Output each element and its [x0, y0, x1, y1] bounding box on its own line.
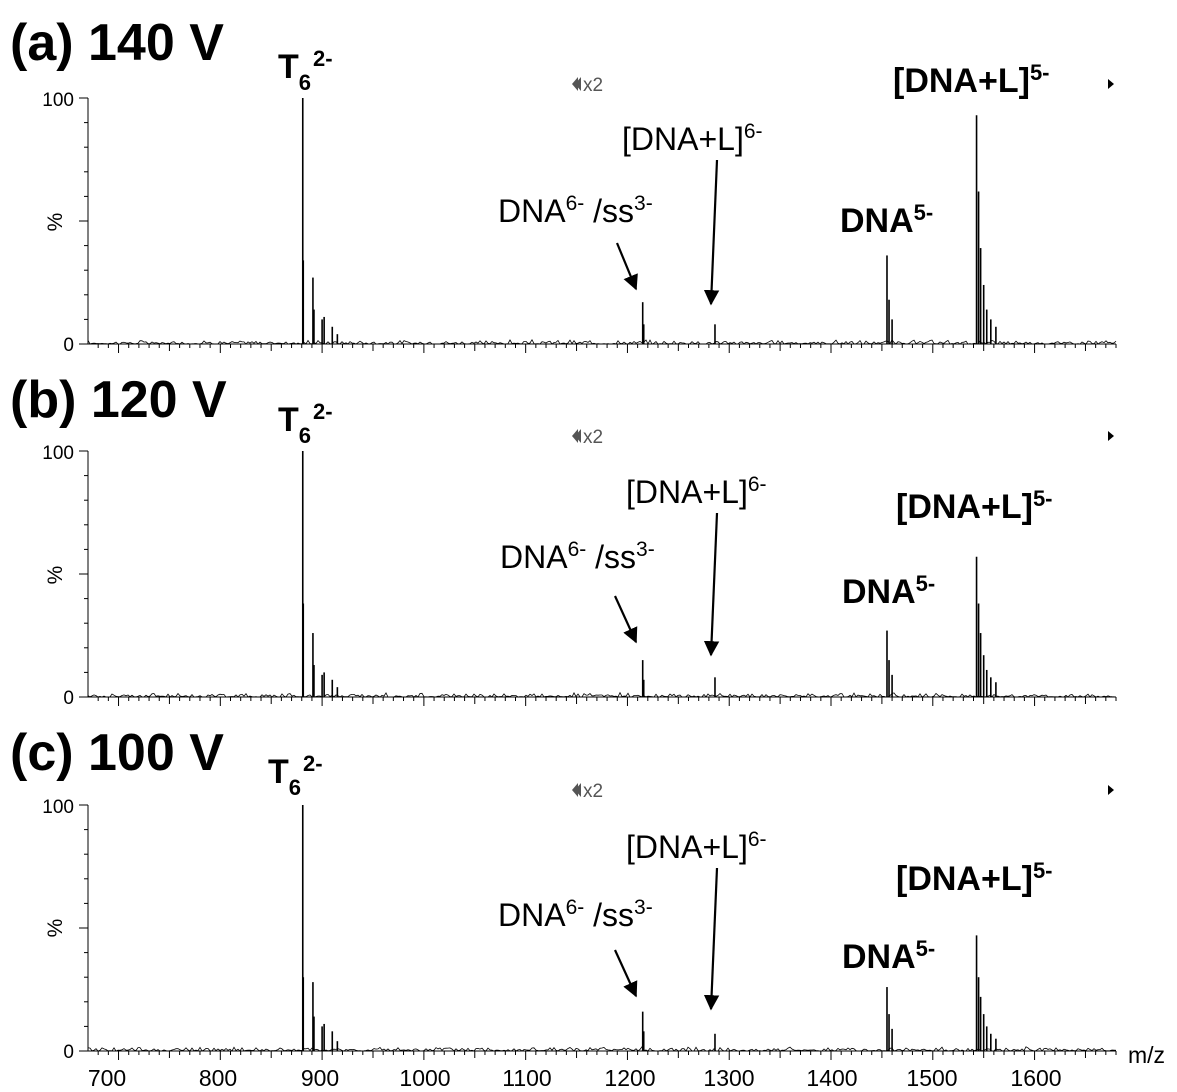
panel-a-annotation-t6: T62-: [278, 46, 333, 95]
x-axis-label: m/z: [1128, 1042, 1165, 1068]
panel-b-annotation-t6: T62-: [278, 399, 333, 448]
panel-c-peaks: [301, 805, 997, 1051]
x-tick-label: 900: [301, 1065, 339, 1091]
panel-b-baseline-trace: [87, 691, 1117, 698]
panel-b-zoom-left-icon: [572, 429, 581, 443]
panel-b-label: (b) 120 V: [10, 371, 227, 429]
panel-a-arrow-dnal6: [703, 159, 720, 306]
panel-c-zoom-right-icon: [1108, 785, 1114, 795]
panel-c-ytick-100: 100: [42, 797, 74, 818]
panel-b-ytick-0: 0: [63, 688, 74, 709]
panel-a-peaks: [301, 98, 997, 344]
panel-a-annotation-dna-ss: DNA6- /ss3-: [498, 192, 653, 229]
panel-a-ytick-100: 100: [42, 90, 74, 111]
panel-b: (b) 120 V 100 0 % x2 T62- DNA6- /ss3- [D…: [10, 371, 1117, 709]
panel-b-annotation-dnal5: [DNA+L]5-: [896, 486, 1053, 526]
panel-a-annotation-dna5: DNA5-: [840, 200, 933, 240]
panel-a-spectrum: [87, 98, 1117, 345]
panel-c-annotation-dna-ss: DNA6- /ss3-: [498, 896, 653, 933]
x-axis-tick-labels: 700 800 900 1000 1100 1200 1300 1400 150…: [88, 1042, 1165, 1091]
panel-b-ylabel: %: [44, 566, 67, 585]
panel-c-annotation-dnal5: [DNA+L]5-: [896, 858, 1053, 898]
panel-c-annotation-dna5: DNA5-: [842, 936, 935, 976]
panel-a-annotation-dnal6: [DNA+L]6-: [622, 120, 763, 157]
panel-c-spectrum: [87, 805, 1117, 1052]
panel-c-arrow-dnal6: [703, 867, 720, 1011]
panel-b-annotation-dna5: DNA5-: [842, 571, 935, 611]
panel-b-spectrum: [87, 451, 1117, 698]
panel-b-arrow-dnal6: [703, 512, 720, 657]
panel-a-ytick-0: 0: [63, 335, 74, 356]
panel-a-zoom-text: x2: [583, 75, 603, 96]
panel-a-annotation-dnal5: [DNA+L]5-: [893, 60, 1050, 100]
x-tick-label: 700: [88, 1065, 126, 1091]
panel-a-zoom-left-icon: [572, 77, 581, 91]
x-tick-label: 800: [199, 1065, 237, 1091]
panel-c-zoom-left-icon: [572, 783, 581, 797]
x-tick-label: 1100: [502, 1065, 551, 1091]
panel-a-label: (a) 140 V: [10, 14, 224, 72]
panel-b-ytick-100: 100: [42, 443, 74, 464]
x-tick-label: 1300: [703, 1065, 754, 1091]
panel-b-arrow-dna-ss: [613, 595, 638, 644]
x-tick-label: 1400: [806, 1065, 857, 1091]
panel-b-zoom-right-icon: [1108, 431, 1114, 441]
panel-b-zoom-marker: x2: [572, 427, 1114, 448]
panel-c-arrow-dna-ss: [613, 949, 638, 998]
panel-b-annotation-dnal6: [DNA+L]6-: [626, 473, 767, 510]
x-tick-label: 1600: [1010, 1065, 1061, 1091]
panel-c-annotation-t6: T62-: [268, 751, 323, 800]
panel-c-axes: [79, 804, 1117, 1060]
panel-c: (c) 100 V 100 0 % x2 T62- DNA6- /ss3- [D…: [10, 724, 1117, 1063]
panel-c-label: (c) 100 V: [10, 724, 224, 782]
panel-a-arrow-dna-ss: [615, 242, 638, 291]
panel-c-ytick-0: 0: [63, 1042, 74, 1063]
panel-b-peaks: [301, 451, 997, 697]
x-tick-label: 1200: [604, 1065, 655, 1091]
panel-c-baseline-trace: [87, 1045, 1117, 1052]
panel-a-zoom-marker: x2: [572, 75, 1114, 96]
x-tick-label: 1500: [906, 1065, 957, 1091]
panel-b-annotation-dna-ss: DNA6- /ss3-: [500, 538, 655, 575]
panel-c-zoom-marker: x2: [572, 781, 1114, 802]
panel-c-annotation-dnal6: [DNA+L]6-: [626, 828, 767, 865]
panel-c-ylabel: %: [44, 919, 67, 938]
panel-a-zoom-right-icon: [1108, 79, 1114, 89]
panel-a-baseline-trace: [87, 338, 1117, 345]
panel-a: (a) 140 V 100 0 % x2 T62- DNA6- /ss3- [D…: [10, 14, 1117, 356]
x-tick-label: 1000: [399, 1065, 450, 1091]
panel-c-zoom-text: x2: [583, 781, 603, 802]
panel-a-ylabel: %: [44, 213, 67, 232]
panel-b-zoom-text: x2: [583, 427, 603, 448]
